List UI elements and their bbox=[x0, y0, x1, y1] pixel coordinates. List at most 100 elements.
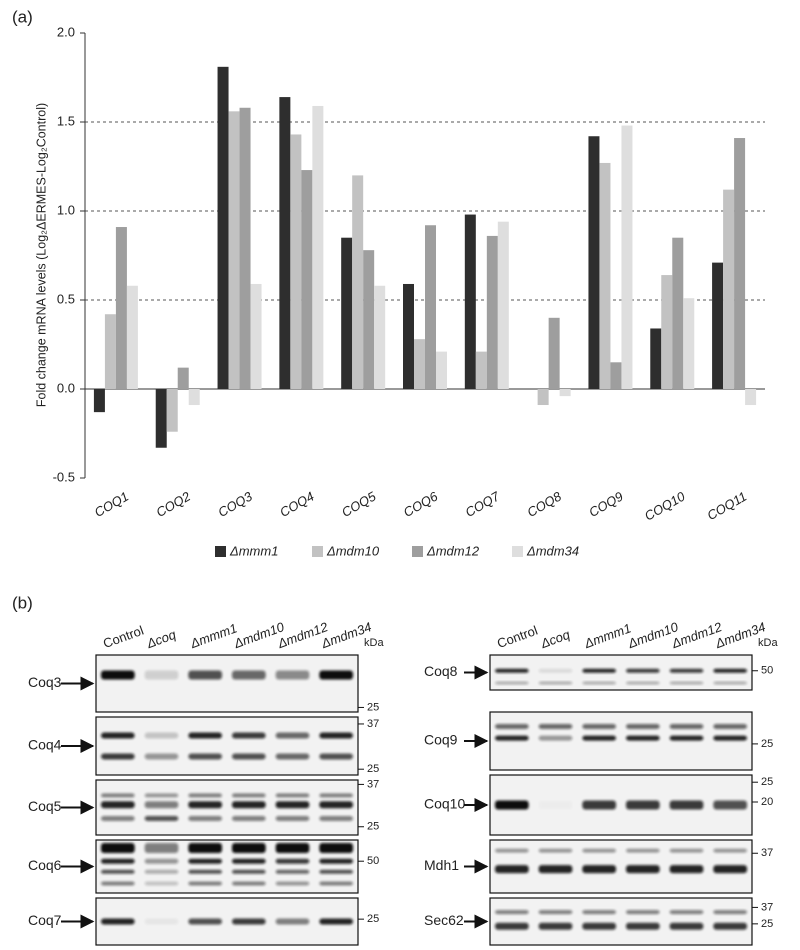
blot bbox=[95, 654, 359, 713]
band bbox=[582, 724, 616, 729]
marker-label: 25 bbox=[367, 913, 379, 925]
panel-label: (a) bbox=[12, 7, 33, 26]
band bbox=[188, 869, 222, 874]
band bbox=[539, 801, 573, 810]
band bbox=[713, 681, 747, 685]
band bbox=[495, 800, 529, 810]
bar bbox=[486, 235, 498, 389]
bar bbox=[548, 317, 560, 389]
band bbox=[232, 816, 266, 821]
band bbox=[495, 865, 529, 874]
band bbox=[538, 724, 573, 729]
band bbox=[495, 848, 529, 853]
bar bbox=[228, 111, 240, 389]
bar bbox=[588, 136, 600, 389]
bar bbox=[745, 389, 757, 406]
lane-label: Control bbox=[101, 623, 146, 651]
bar bbox=[217, 66, 229, 389]
band bbox=[232, 858, 266, 864]
x-tick-label: COQ1 bbox=[92, 489, 131, 520]
band bbox=[713, 865, 747, 874]
lane-label: Δmmm1 bbox=[187, 620, 239, 651]
bar bbox=[126, 285, 138, 389]
marker-label: 20 bbox=[761, 796, 773, 808]
bar bbox=[599, 162, 611, 389]
x-tick-label: COQ8 bbox=[524, 488, 564, 520]
band bbox=[275, 869, 310, 874]
band bbox=[188, 816, 222, 821]
bar bbox=[188, 389, 200, 406]
band bbox=[669, 735, 704, 741]
band bbox=[319, 732, 353, 739]
blot bbox=[95, 779, 359, 836]
band bbox=[582, 735, 616, 741]
blot bbox=[489, 654, 753, 691]
band bbox=[144, 816, 179, 821]
legend-label: Δmdm12 bbox=[426, 543, 480, 558]
bar bbox=[177, 367, 189, 389]
band bbox=[713, 910, 747, 915]
band bbox=[319, 842, 353, 853]
band bbox=[538, 865, 573, 874]
band bbox=[713, 724, 747, 729]
band bbox=[319, 881, 353, 886]
band bbox=[669, 865, 704, 874]
band bbox=[669, 800, 704, 810]
band bbox=[582, 681, 616, 685]
band bbox=[669, 910, 704, 915]
band bbox=[101, 670, 135, 680]
row-label: Coq10 bbox=[424, 796, 465, 812]
bar bbox=[610, 362, 622, 389]
band bbox=[188, 858, 222, 864]
bar bbox=[436, 351, 447, 389]
band bbox=[188, 881, 222, 886]
bar bbox=[301, 170, 313, 389]
band bbox=[101, 842, 135, 853]
row-label: Coq7 bbox=[28, 912, 62, 928]
band bbox=[101, 816, 135, 821]
legend-label: Δmdm34 bbox=[526, 543, 579, 558]
band bbox=[275, 732, 310, 739]
band bbox=[188, 842, 222, 853]
bar bbox=[363, 250, 375, 389]
bar bbox=[312, 105, 324, 389]
band bbox=[144, 753, 179, 760]
band bbox=[582, 922, 616, 930]
row-label: Coq4 bbox=[28, 737, 62, 753]
x-tick-label: COQ7 bbox=[463, 488, 503, 520]
row-label: Mdh1 bbox=[424, 857, 459, 873]
band bbox=[232, 732, 266, 739]
band bbox=[713, 735, 747, 741]
band bbox=[275, 801, 310, 809]
bar bbox=[250, 283, 262, 389]
y-tick-label: -0.5 bbox=[53, 469, 75, 484]
bar bbox=[166, 389, 178, 432]
band bbox=[669, 922, 704, 930]
marker-label: 37 bbox=[367, 778, 379, 790]
bar bbox=[279, 97, 291, 389]
blot bbox=[95, 839, 359, 894]
band bbox=[101, 918, 135, 925]
bar bbox=[464, 214, 476, 389]
row-label: Coq3 bbox=[28, 674, 62, 690]
bar bbox=[712, 262, 724, 389]
band bbox=[495, 724, 529, 729]
blot bbox=[489, 711, 753, 771]
band bbox=[144, 842, 179, 853]
bar bbox=[537, 389, 549, 406]
bar bbox=[734, 138, 746, 389]
bar bbox=[650, 328, 662, 389]
band bbox=[275, 670, 310, 680]
blot bbox=[489, 897, 753, 946]
bar bbox=[683, 298, 695, 389]
band bbox=[319, 816, 353, 821]
bar bbox=[559, 389, 571, 397]
band bbox=[232, 753, 266, 760]
band bbox=[626, 668, 660, 673]
band bbox=[101, 801, 135, 809]
band bbox=[582, 865, 616, 874]
y-tick-label: 0.0 bbox=[57, 380, 75, 395]
band bbox=[232, 918, 266, 925]
bar bbox=[425, 225, 436, 389]
blot bbox=[489, 839, 753, 894]
